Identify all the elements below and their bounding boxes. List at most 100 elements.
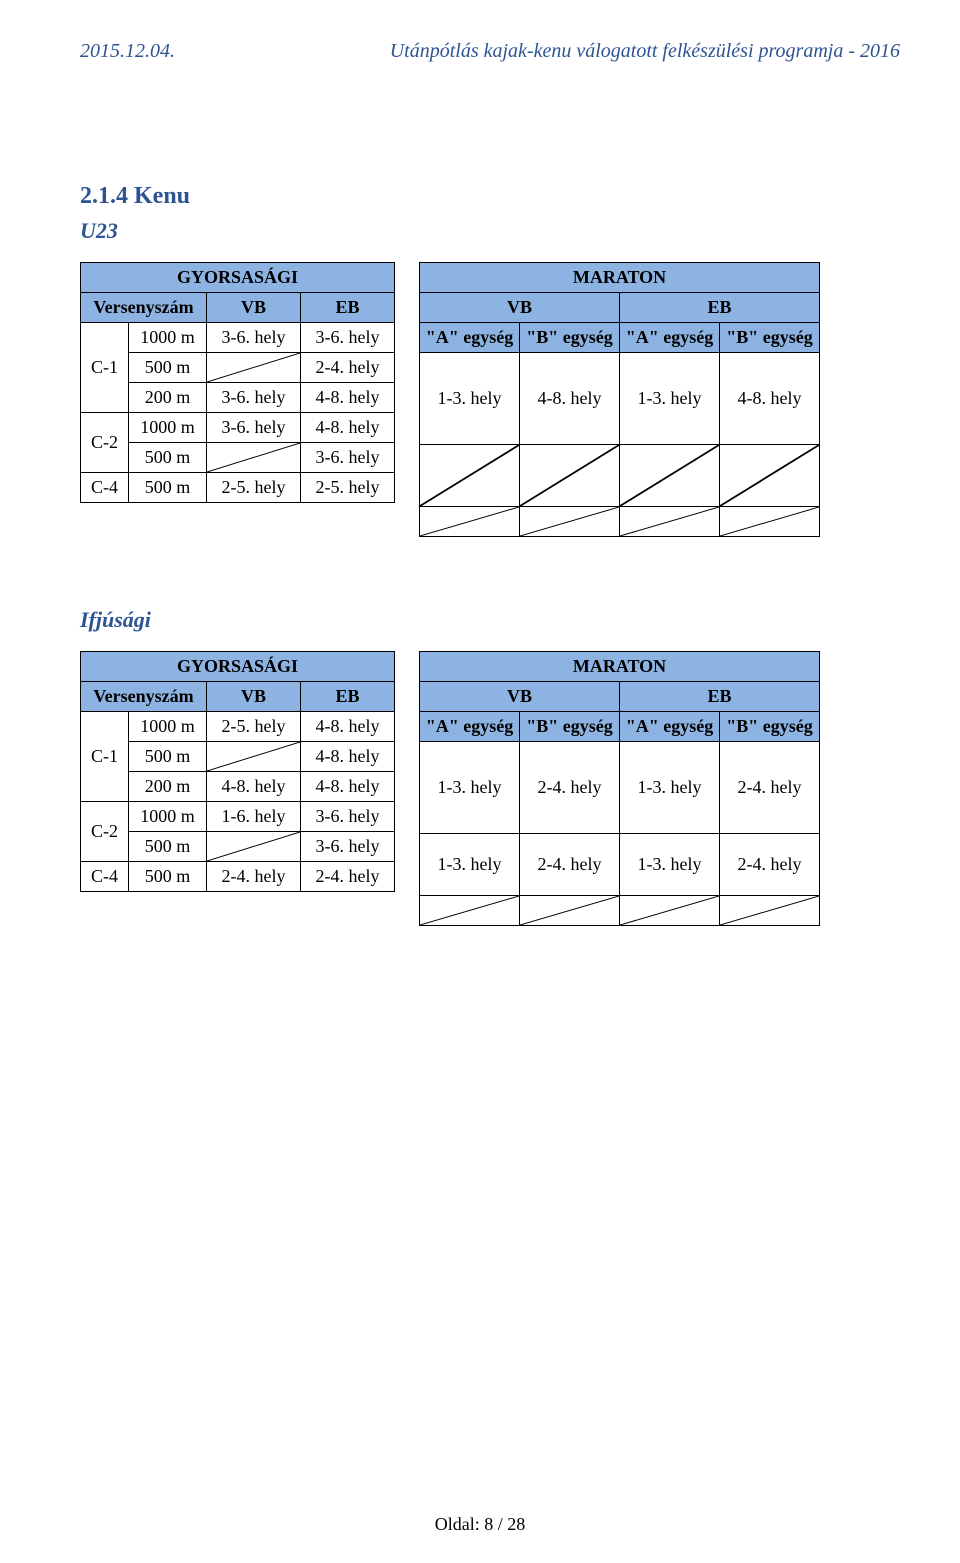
- cell: 3-6. hely: [207, 383, 301, 413]
- cell: 2-4. hely: [301, 862, 395, 892]
- u23-tables: GYORSASÁGI Versenyszám VB EB C-1 1000 m …: [80, 262, 900, 537]
- cell-diag: [207, 742, 301, 772]
- cell-diag: [207, 832, 301, 862]
- cat-c1: C-1: [81, 712, 129, 802]
- cat-c2: C-2: [81, 802, 129, 862]
- cell: 3-6. hely: [301, 323, 395, 353]
- cell-diag: [520, 445, 620, 507]
- right-eb: EB: [620, 293, 820, 323]
- cell: 4-8. hely: [207, 772, 301, 802]
- subsection-u23: U23: [80, 218, 900, 244]
- ifj-left-table: GYORSASÁGI Versenyszám VB EB C-1 1000 m …: [80, 651, 395, 892]
- cell: 1000 m: [129, 712, 207, 742]
- sub-b2: "B" egység: [720, 712, 820, 742]
- cell: 200 m: [129, 383, 207, 413]
- cell: 4-8. hely: [301, 383, 395, 413]
- right-title: MARATON: [420, 652, 820, 682]
- cell: 2-5. hely: [207, 712, 301, 742]
- cat-c4: C-4: [81, 862, 129, 892]
- cell: 4-8. hely: [720, 353, 820, 445]
- col-versenyszam: Versenyszám: [81, 293, 207, 323]
- ifj-right-table: MARATON VB EB "A" egység "B" egység "A" …: [419, 651, 820, 926]
- u23-left-table: GYORSASÁGI Versenyszám VB EB C-1 1000 m …: [80, 262, 395, 503]
- cell: 3-6. hely: [207, 323, 301, 353]
- cell: 1-3. hely: [420, 353, 520, 445]
- sub-a2: "A" egység: [620, 323, 720, 353]
- cat-c4: C-4: [81, 473, 129, 503]
- sub-b1: "B" egység: [520, 712, 620, 742]
- col-eb: EB: [301, 682, 395, 712]
- right-vb: VB: [420, 293, 620, 323]
- col-eb: EB: [301, 293, 395, 323]
- cell: 3-6. hely: [301, 832, 395, 862]
- cell-diag: [420, 896, 520, 926]
- left-title: GYORSASÁGI: [81, 263, 395, 293]
- cell: 500 m: [129, 353, 207, 383]
- cell: 2-4. hely: [720, 834, 820, 896]
- cell: 3-6. hely: [301, 443, 395, 473]
- cell: 1-3. hely: [420, 742, 520, 834]
- cell: 2-4. hely: [301, 353, 395, 383]
- cell: 500 m: [129, 443, 207, 473]
- col-vb: VB: [207, 293, 301, 323]
- cell: 2-4. hely: [520, 834, 620, 896]
- cell-diag: [520, 507, 620, 537]
- left-title: GYORSASÁGI: [81, 652, 395, 682]
- u23-right-table: MARATON VB EB "A" egység "B" egység "A" …: [419, 262, 820, 537]
- cell: 3-6. hely: [301, 802, 395, 832]
- cell-diag: [207, 353, 301, 383]
- cell-diag: [620, 445, 720, 507]
- cell: 1-3. hely: [420, 834, 520, 896]
- right-eb: EB: [620, 682, 820, 712]
- cell: 4-8. hely: [301, 413, 395, 443]
- cat-c2: C-2: [81, 413, 129, 473]
- page-footer: Oldal: 8 / 28: [0, 1514, 960, 1535]
- cell: 4-8. hely: [301, 742, 395, 772]
- sub-a2: "A" egység: [620, 712, 720, 742]
- cell: 2-4. hely: [207, 862, 301, 892]
- cell: 1-3. hely: [620, 834, 720, 896]
- cat-c1: C-1: [81, 323, 129, 413]
- cell: 2-5. hely: [207, 473, 301, 503]
- cell-diag: [720, 896, 820, 926]
- cell-diag: [520, 896, 620, 926]
- page-header: 2015.12.04. Utánpótlás kajak-kenu váloga…: [80, 40, 900, 63]
- col-vb: VB: [207, 682, 301, 712]
- cell: 1-3. hely: [620, 353, 720, 445]
- ifjusagi-tables: GYORSASÁGI Versenyszám VB EB C-1 1000 m …: [80, 651, 900, 926]
- sub-a1: "A" egység: [420, 712, 520, 742]
- cell-diag: [720, 507, 820, 537]
- cell: 2-4. hely: [720, 742, 820, 834]
- cell: 1000 m: [129, 802, 207, 832]
- cell: 3-6. hely: [207, 413, 301, 443]
- cell: 500 m: [129, 832, 207, 862]
- cell: 4-8. hely: [301, 712, 395, 742]
- cell: 4-8. hely: [520, 353, 620, 445]
- sub-b1: "B" egység: [520, 323, 620, 353]
- cell: 2-4. hely: [520, 742, 620, 834]
- right-vb: VB: [420, 682, 620, 712]
- cell: 200 m: [129, 772, 207, 802]
- subsection-ifjusagi: Ifjúsági: [80, 607, 900, 633]
- right-title: MARATON: [420, 263, 820, 293]
- cell-diag: [620, 507, 720, 537]
- cell: 1-6. hely: [207, 802, 301, 832]
- cell: 500 m: [129, 862, 207, 892]
- sub-a1: "A" egység: [420, 323, 520, 353]
- header-title: Utánpótlás kajak-kenu válogatott felkész…: [390, 40, 900, 63]
- cell: 1-3. hely: [620, 742, 720, 834]
- cell: 500 m: [129, 742, 207, 772]
- header-date: 2015.12.04.: [80, 40, 175, 63]
- cell: 4-8. hely: [301, 772, 395, 802]
- cell: 500 m: [129, 473, 207, 503]
- col-versenyszam: Versenyszám: [81, 682, 207, 712]
- cell-diag: [720, 445, 820, 507]
- cell-diag: [420, 445, 520, 507]
- cell: 2-5. hely: [301, 473, 395, 503]
- cell-diag: [620, 896, 720, 926]
- sub-b2: "B" egység: [720, 323, 820, 353]
- cell-diag: [420, 507, 520, 537]
- cell: 1000 m: [129, 323, 207, 353]
- cell-diag: [207, 443, 301, 473]
- section-title: 2.1.4 Kenu: [80, 183, 900, 210]
